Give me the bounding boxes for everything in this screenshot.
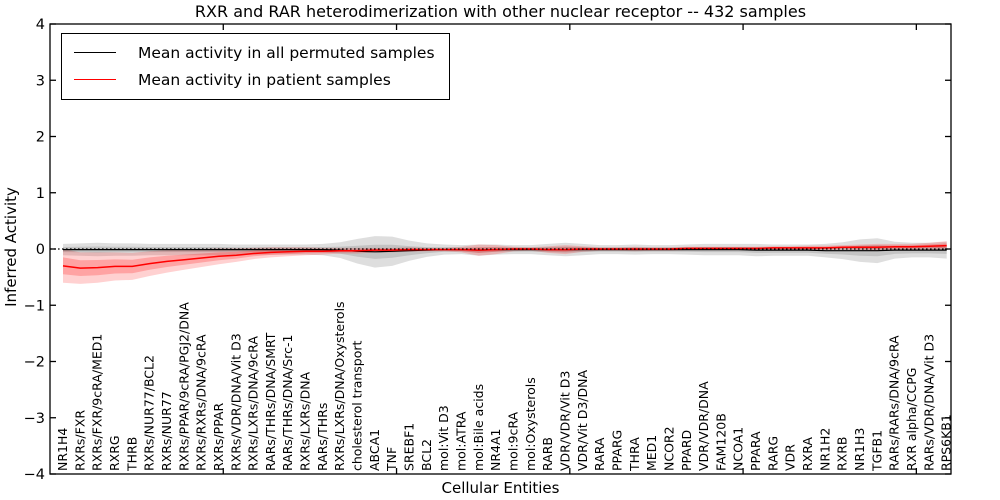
category-label: RARs/THRs: [315, 403, 330, 471]
category-label: SREBF1: [402, 423, 417, 471]
patient-line-swatch: [74, 79, 116, 80]
category-label: RXRs/RXRs/DNA/9cRA: [194, 334, 209, 471]
category-label: RXRG: [107, 435, 122, 471]
category-label: VDR/VDR/DNA: [696, 381, 711, 471]
category-label: TNF: [384, 447, 399, 472]
category-label: RXRs/NUR77/BCL2: [142, 355, 157, 471]
category-label: mol:Oxysterols: [523, 377, 538, 471]
legend-entry-permuted: Mean activity in all permuted samples: [74, 39, 435, 66]
category-label: RARB: [540, 437, 555, 471]
category-label: NCOA1: [731, 427, 746, 471]
y-tick-label: −4: [24, 467, 45, 483]
y-tick-label: −3: [24, 411, 45, 427]
legend-entry-patient: Mean activity in patient samples: [74, 66, 435, 93]
category-label: RXRs/LXRs/DNA/Oxysterols: [332, 301, 347, 471]
category-label: VDR: [783, 444, 798, 471]
legend: Mean activity in all permuted samples Me…: [61, 33, 450, 100]
category-label: RXRs/FXR: [72, 410, 87, 471]
category-label: RXRA: [800, 437, 815, 471]
category-label: RARs/RARs/DNA/9cRA: [887, 335, 902, 471]
category-label: RXRB: [835, 436, 850, 471]
category-label: VDR/VDR/Vit D3: [557, 371, 572, 471]
category-label: RPS6KB1: [939, 414, 954, 471]
category-label: mol:Vit D3: [436, 405, 451, 471]
permuted-line-swatch: [74, 52, 116, 53]
category-label: ABCA1: [367, 429, 382, 471]
category-label: RXRs/PPAR: [211, 403, 226, 471]
category-label: RXRs/VDR/DNA/Vit D3: [228, 333, 243, 471]
category-label: RARs/THRs/DNA/Src-1: [280, 335, 295, 471]
y-tick-label: −1: [24, 298, 45, 314]
category-label: PPARA: [748, 431, 763, 471]
x-axis-label: Cellular Entities: [441, 479, 560, 497]
category-label: MED1: [644, 435, 659, 471]
patient-mean-line: [62, 244, 947, 269]
permuted-std-band: [63, 236, 947, 268]
category-label: RXRs/LXRs/DNA/9cRA: [246, 336, 261, 471]
legend-label-patient: Mean activity in patient samples: [138, 70, 391, 89]
category-label: RXRs/FXR/9cRA/MED1: [90, 334, 105, 471]
category-label: NCOR2: [661, 426, 676, 471]
category-label: VDR/Vit D3/DNA: [575, 370, 590, 471]
category-label: RXRs/PPAR/9cRA/PGJ2/DNA: [176, 302, 191, 471]
category-label: RARA: [592, 437, 607, 471]
category-label: NR4A1: [488, 429, 503, 472]
category-label: FAM120B: [713, 413, 728, 471]
category-label: mol:Bile acids: [471, 384, 486, 471]
category-label: NR1H3: [852, 428, 867, 471]
category-label: cholesterol transport: [350, 340, 365, 471]
category-label: THRA: [627, 437, 642, 472]
y-tick-label: 1: [36, 186, 45, 202]
category-label: NR1H4: [55, 428, 70, 471]
category-label: RARs/THRs/DNA/SMRT: [263, 332, 278, 471]
category-label: RXRs/NUR77: [159, 391, 174, 471]
category-label: PPARG: [609, 430, 624, 471]
y-tick-label: −2: [24, 355, 45, 371]
y-tick-label: 4: [36, 17, 45, 33]
legend-label-permuted: Mean activity in all permuted samples: [138, 43, 435, 62]
category-label: mol:9cRA: [505, 411, 520, 471]
category-label: RARG: [765, 436, 780, 471]
category-label: BCL2: [419, 439, 434, 471]
category-label: TGFB1: [869, 430, 884, 472]
y-tick-label: 2: [36, 130, 45, 146]
category-label: THRB: [124, 437, 139, 472]
y-tick-label: 0: [36, 242, 45, 258]
category-label: RXRs/LXRs/DNA: [298, 371, 313, 471]
category-label: RARs/VDR/DNA/Vit D3: [921, 334, 936, 471]
category-label: mol:ATRA: [454, 411, 469, 471]
y-tick-label: 3: [36, 73, 45, 89]
category-label: NR1H2: [817, 428, 832, 471]
category-label: RXR alpha/CCPG: [904, 368, 919, 471]
category-label: PPARD: [679, 430, 694, 471]
chart-title: RXR and RAR heterodimerization with othe…: [194, 2, 807, 21]
